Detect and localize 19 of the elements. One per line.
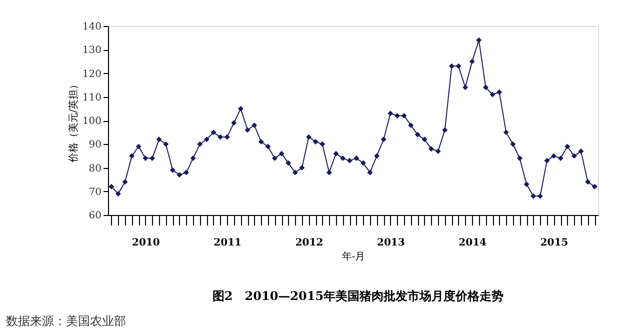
x-axis-title: 年-月	[342, 250, 366, 262]
x-tick-label: 2013	[377, 238, 405, 248]
source-note: 数据来源：美国农业部	[6, 314, 126, 328]
x-tick-label: 2011	[214, 238, 242, 248]
y-tick-label: 120	[82, 68, 102, 80]
y-tick-label: 70	[88, 186, 102, 198]
x-tick-label: 2010	[132, 238, 160, 248]
y-tick-label: 130	[82, 45, 102, 56]
x-tick-label: 2015	[540, 238, 568, 248]
y-tick-label: 90	[88, 140, 102, 151]
x-tick-label: 2012	[295, 238, 324, 248]
y-tick-label: 140	[82, 22, 102, 32]
text: 图2 2010—2015年美国猪肉批发市场月度价格走势	[212, 289, 504, 303]
y-tick-label: 60	[88, 210, 102, 222]
x-tick-label: 2014	[458, 238, 487, 248]
y-tick-label: 80	[88, 163, 102, 174]
y-tick-label: 100	[82, 116, 102, 127]
y-tick-label: 110	[82, 92, 102, 104]
y-axis-title: 价格（美元/英担）	[67, 79, 80, 164]
